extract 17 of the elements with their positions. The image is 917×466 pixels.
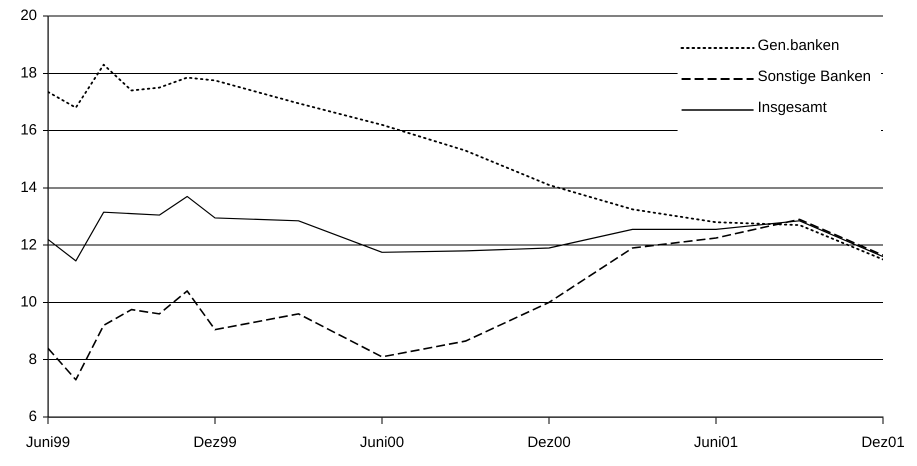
y-tick-label: 10 bbox=[20, 294, 37, 311]
x-tick-label: Juni00 bbox=[360, 434, 404, 452]
legend-label: Gen.banken bbox=[758, 37, 840, 54]
y-tick-label: 16 bbox=[20, 122, 37, 139]
y-tick-label: 8 bbox=[28, 350, 37, 368]
legend-label: Sonstige Banken bbox=[758, 68, 872, 86]
legend-label: Insgesamt bbox=[758, 99, 828, 116]
x-tick-label: Dez99 bbox=[193, 434, 237, 452]
x-tick-label: Dez00 bbox=[527, 434, 571, 452]
x-tick-label: Dez01 bbox=[861, 434, 905, 452]
y-tick-label: 6 bbox=[28, 408, 37, 426]
y-tick-label: 18 bbox=[20, 64, 37, 82]
y-tick-label: 12 bbox=[20, 236, 37, 254]
x-tick-label: Juni99 bbox=[26, 434, 70, 452]
x-tick-label: Juni01 bbox=[694, 434, 738, 452]
y-tick-label: 14 bbox=[20, 179, 37, 196]
y-tick-label: 20 bbox=[20, 7, 37, 24]
